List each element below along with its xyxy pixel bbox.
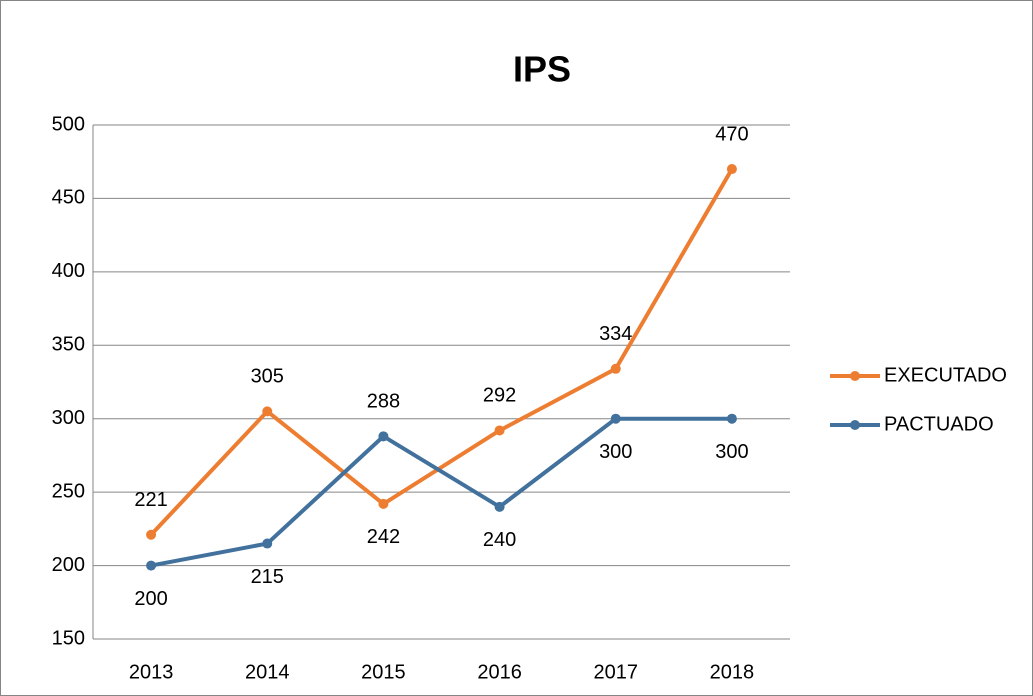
data-point — [726, 413, 737, 424]
legend-label: EXECUTADO — [884, 364, 1007, 386]
legend-label: PACTUADO — [884, 413, 994, 435]
data-label: 300 — [599, 441, 632, 463]
data-point — [494, 425, 505, 436]
data-label: 215 — [251, 566, 284, 588]
data-label: 334 — [599, 323, 632, 345]
data-point — [610, 413, 621, 424]
x-tick-label: 2017 — [594, 661, 639, 683]
y-tick-label: 250 — [52, 480, 85, 502]
data-point — [494, 501, 505, 512]
series-line — [150, 416, 732, 568]
data-label: 240 — [483, 529, 516, 551]
data-point — [726, 164, 737, 175]
legend-marker — [850, 371, 860, 381]
data-label: 292 — [483, 385, 516, 407]
data-label: 300 — [715, 441, 748, 463]
x-tick-label: 2016 — [477, 661, 522, 683]
data-point — [378, 498, 389, 509]
x-tick-label: 2014 — [245, 661, 290, 683]
data-label: 242 — [367, 526, 400, 548]
data-label: 288 — [367, 391, 400, 413]
data-point — [146, 560, 157, 571]
y-tick-label: 400 — [52, 260, 85, 282]
data-point — [610, 363, 621, 374]
data-label: 200 — [134, 588, 167, 610]
data-point — [262, 406, 273, 417]
y-tick-label: 150 — [52, 627, 85, 649]
legend-marker — [850, 420, 860, 430]
y-tick-label: 500 — [52, 113, 85, 135]
y-tick-label: 350 — [52, 334, 85, 356]
data-label: 470 — [715, 123, 748, 145]
y-tick-label: 200 — [52, 554, 85, 576]
x-tick-label: 2015 — [361, 661, 406, 683]
data-point — [146, 529, 157, 540]
y-tick-label: 300 — [52, 407, 85, 429]
data-label: 221 — [134, 489, 167, 511]
chart-title: IPS — [513, 49, 571, 90]
x-tick-label: 2018 — [710, 661, 755, 683]
data-label: 305 — [251, 366, 284, 388]
data-point — [262, 538, 273, 549]
series-line — [149, 168, 734, 537]
data-point — [378, 431, 389, 442]
y-tick-label: 450 — [52, 187, 85, 209]
x-tick-label: 2013 — [129, 661, 174, 683]
